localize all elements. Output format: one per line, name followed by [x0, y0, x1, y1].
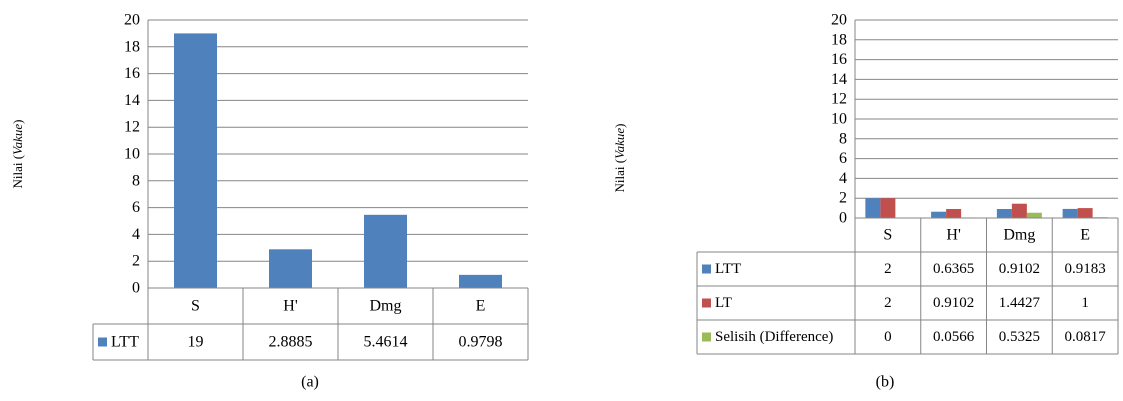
- y-tick-label: 12: [124, 119, 140, 136]
- y-tick-label: 0: [839, 210, 847, 227]
- y-tick-label: 10: [124, 146, 140, 163]
- legend-label: LT: [715, 295, 732, 311]
- legend-label: LTT: [715, 261, 741, 277]
- data-label: 1: [1081, 295, 1089, 311]
- y-axis-label: Nilai (Vakue): [612, 124, 627, 193]
- bar-selisih-2: [1026, 212, 1042, 218]
- legend-swatch: [702, 298, 711, 308]
- legend-swatch: [98, 337, 107, 347]
- data-label: 2: [884, 295, 892, 311]
- bar-lt-3: [1077, 208, 1093, 218]
- data-label: 0: [884, 329, 892, 345]
- bar-ltt-2: [996, 208, 1012, 218]
- x-tick-label: S: [883, 227, 892, 244]
- bar-lt-0: [880, 198, 896, 218]
- chart-a: 0 2 4 6 8 10 12 14 16 18 20 Nilai (Vakue) S H' Dmg E LTT…: [10, 12, 529, 391]
- y-tick-label: 14: [124, 92, 140, 109]
- data-label: 0.0817: [1065, 329, 1107, 345]
- x-tick-label: S: [191, 298, 200, 315]
- bar-ltt-0: [865, 198, 881, 218]
- data-label: 0.0566: [933, 329, 975, 345]
- y-tick-label: 6: [839, 150, 847, 167]
- data-label: 2: [884, 261, 892, 277]
- y-tick-label: 20: [831, 12, 847, 29]
- data-label: 19: [188, 334, 204, 351]
- data-label: 0.9102: [999, 261, 1040, 277]
- chart-caption: (b): [876, 374, 895, 391]
- bar-ltt-1: [931, 211, 947, 218]
- y-tick-label: 10: [831, 111, 847, 128]
- data-label: 5.4614: [364, 334, 408, 351]
- y-tick-label: 12: [831, 91, 847, 108]
- y-tick-label: 4: [132, 226, 140, 243]
- bar-ltt-3: [459, 274, 502, 288]
- legend-swatch: [702, 332, 711, 342]
- data-label: 0.9102: [933, 295, 974, 311]
- x-tick-label: E: [1080, 227, 1090, 244]
- y-tick-label: 18: [124, 38, 140, 55]
- data-label: 0.9183: [1065, 261, 1106, 277]
- y-tick-label: 18: [831, 31, 847, 48]
- y-tick-label: 4: [839, 170, 847, 187]
- legend-label: Selisih (Difference): [715, 329, 833, 345]
- y-tick-label: 0: [132, 280, 140, 297]
- bar-ltt-0: [174, 33, 217, 289]
- chart-caption: (a): [301, 374, 319, 391]
- y-tick-label: 8: [132, 172, 140, 189]
- x-tick-label: H': [946, 227, 961, 244]
- x-tick-label: E: [476, 298, 486, 315]
- legend-label: LTT: [111, 334, 139, 351]
- y-tick-label: 14: [831, 71, 847, 88]
- data-label: 0.9798: [459, 334, 503, 351]
- bar-ltt-3: [1062, 208, 1078, 218]
- y-tick-label: 16: [831, 51, 847, 68]
- y-tick-label: 8: [839, 130, 847, 147]
- data-label: 0.6365: [933, 261, 974, 277]
- x-tick-label: H': [283, 298, 298, 315]
- x-tick-label: Dmg: [370, 298, 402, 315]
- x-tick-label: Dmg: [1003, 227, 1035, 244]
- y-tick-label: 6: [132, 199, 140, 216]
- bar-ltt-1: [269, 249, 312, 288]
- bar-lt-2: [1011, 203, 1027, 218]
- y-tick-label: 20: [124, 12, 140, 29]
- data-label: 2.8885: [269, 334, 313, 351]
- bar-lt-1: [946, 208, 962, 218]
- bar-ltt-2: [364, 214, 407, 288]
- legend-swatch: [702, 264, 711, 274]
- y-tick-label: 16: [124, 65, 140, 82]
- y-axis-label: Nilai (Vakue): [10, 120, 25, 189]
- data-label: 0.5325: [999, 329, 1040, 345]
- y-tick-label: 2: [839, 190, 847, 207]
- data-label: 1.4427: [999, 295, 1041, 311]
- y-tick-label: 2: [132, 253, 140, 270]
